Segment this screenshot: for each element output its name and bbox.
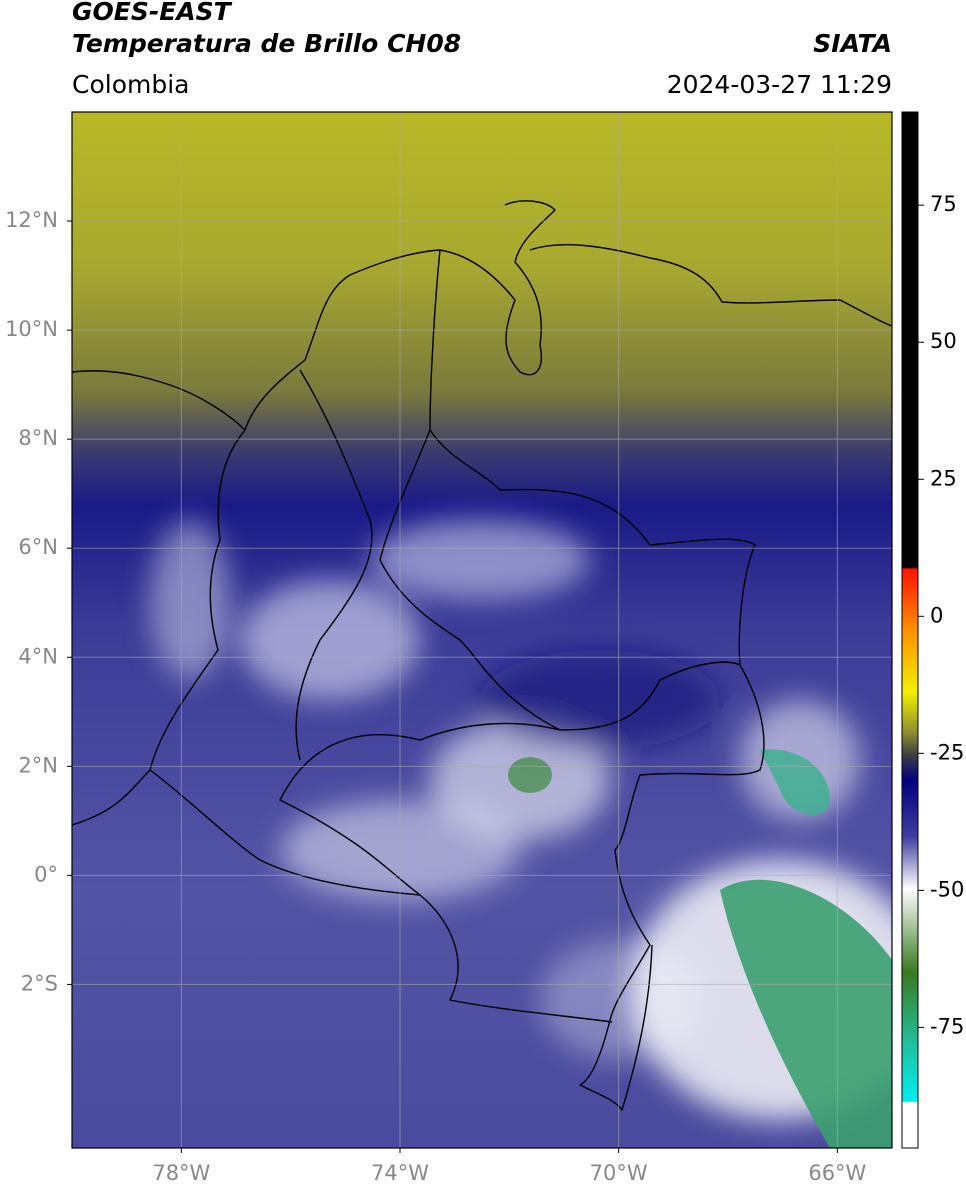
y-tick-label: 8°N bbox=[18, 426, 58, 450]
datetime: 2024-03-27 11:29 bbox=[667, 70, 892, 99]
subtitle: Temperatura de Brillo CH08 bbox=[72, 29, 461, 58]
grid bbox=[72, 112, 892, 1148]
border-line bbox=[295, 369, 561, 761]
colorbar-tick-label: 0 bbox=[930, 603, 943, 627]
colorbar-tick-label: 50 bbox=[930, 329, 957, 353]
cold-cloud-region bbox=[720, 879, 892, 1148]
y-tick-label: 10°N bbox=[5, 317, 58, 341]
x-tick-label: 70°W bbox=[590, 1161, 648, 1185]
cold-cloud-region bbox=[508, 757, 552, 793]
region: Colombia bbox=[72, 70, 189, 99]
border-line bbox=[429, 249, 765, 1111]
colorbar-tick-label: -75 bbox=[930, 1014, 964, 1038]
y-tick-label: 2°S bbox=[21, 971, 58, 995]
colorbar bbox=[901, 111, 919, 1149]
colorbar-tick-label: 25 bbox=[930, 466, 957, 490]
y-tick-label: 12°N bbox=[5, 208, 58, 232]
title: GOES-EAST bbox=[72, 0, 233, 26]
satellite-image bbox=[72, 112, 892, 1148]
coastline bbox=[72, 429, 246, 826]
colorbar-tick-label: -50 bbox=[930, 877, 964, 901]
source: SIATA bbox=[813, 29, 892, 58]
y-tick-label: 6°N bbox=[18, 535, 58, 559]
colorbar-tick-label: -25 bbox=[930, 740, 964, 764]
coastline bbox=[72, 200, 556, 431]
coastline bbox=[529, 244, 892, 327]
x-tick-label: 78°W bbox=[152, 1161, 210, 1185]
borders bbox=[72, 200, 892, 1111]
y-tick-label: 4°N bbox=[18, 644, 58, 668]
cold-cloud-region bbox=[760, 749, 830, 815]
y-tick-label: 0° bbox=[34, 862, 58, 886]
border-line bbox=[279, 661, 741, 896]
y-tick-label: 2°N bbox=[18, 753, 58, 777]
x-tick-label: 74°W bbox=[371, 1161, 429, 1185]
map-frame bbox=[71, 111, 893, 1149]
colorbar-tick-label: 75 bbox=[930, 192, 957, 216]
x-tick-label: 66°W bbox=[808, 1161, 866, 1185]
